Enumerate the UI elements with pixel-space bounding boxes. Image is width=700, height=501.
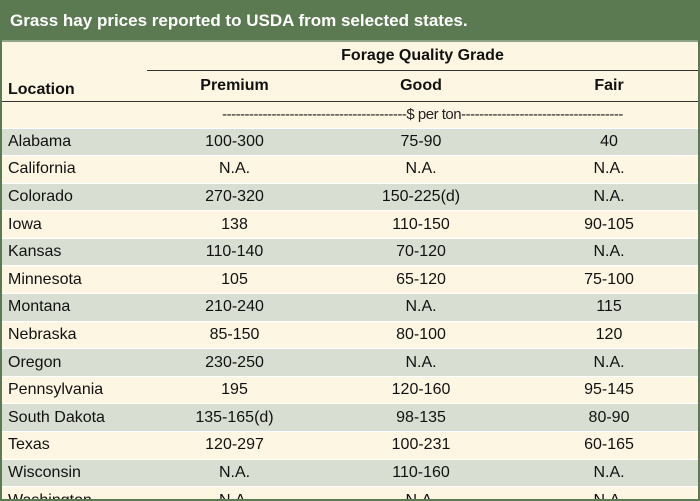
table-row: Alabama 100-300 75-90 40 <box>2 127 698 156</box>
table-row: Montana 210-240 N.A. 115 <box>2 293 698 322</box>
state-cell: Wisconsin <box>2 458 147 487</box>
fair-price-cell: N.A. <box>520 155 698 184</box>
fair-price-cell: 95-145 <box>520 375 698 404</box>
state-cell: Kansas <box>2 237 147 266</box>
premium-price-cell: 85-150 <box>147 320 322 349</box>
good-price-cell: 80-100 <box>322 320 520 349</box>
empty-corner-cell <box>2 42 147 71</box>
premium-price-cell: 230-250 <box>147 348 322 377</box>
state-cell: Minnesota <box>2 265 147 294</box>
fair-price-cell: 115 <box>520 293 698 322</box>
good-price-cell: 110-160 <box>322 458 520 487</box>
column-header-row: Location Premium Good Fair <box>2 71 698 101</box>
fair-price-cell: 60-165 <box>520 431 698 460</box>
fair-price-cell: N.A. <box>520 458 698 487</box>
table-row: Nebraska 85-150 80-100 120 <box>2 320 698 349</box>
premium-price-cell: N.A. <box>147 155 322 184</box>
good-price-cell: N.A. <box>322 486 520 499</box>
unit-row: ----------------------------------------… <box>2 101 698 128</box>
fair-price-cell: N.A. <box>520 348 698 377</box>
premium-price-cell: 105 <box>147 265 322 294</box>
table-row: Iowa 138 110-150 90-105 <box>2 210 698 239</box>
empty-unit-cell <box>2 101 147 128</box>
premium-price-cell: 270-320 <box>147 182 322 211</box>
table-row: Colorado 270-320 150-225(d) N.A. <box>2 182 698 211</box>
table-row: Wisconsin N.A. 110-160 N.A. <box>2 458 698 487</box>
good-price-cell: 120-160 <box>322 375 520 404</box>
good-price-cell: 98-135 <box>322 403 520 432</box>
state-cell: Washington <box>2 486 147 499</box>
forage-quality-grade-header: Forage Quality Grade <box>147 42 698 71</box>
good-price-cell: N.A. <box>322 155 520 184</box>
fair-price-cell: 40 <box>520 127 698 156</box>
premium-header: Premium <box>200 76 269 94</box>
good-price-cell: 75-90 <box>322 127 520 156</box>
good-price-cell: N.A. <box>322 293 520 322</box>
group-header-row: Forage Quality Grade <box>2 42 698 71</box>
table-row: Pennsylvania 195 120-160 95-145 <box>2 375 698 404</box>
state-cell: Texas <box>2 431 147 460</box>
fair-price-cell: 75-100 <box>520 265 698 294</box>
premium-price-cell: 120-297 <box>147 431 322 460</box>
state-cell: Pennsylvania <box>2 375 147 404</box>
state-cell: Colorado <box>2 182 147 211</box>
fair-price-cell: N.A. <box>520 182 698 211</box>
state-cell: Alabama <box>2 127 147 156</box>
premium-price-cell: 135-165(d) <box>147 403 322 432</box>
table-row: Minnesota 105 65-120 75-100 <box>2 265 698 294</box>
fair-price-cell: N.A. <box>520 237 698 266</box>
location-header: Location <box>8 80 75 98</box>
fair-price-cell: 90-105 <box>520 210 698 239</box>
fair-header: Fair <box>594 76 624 94</box>
good-price-cell: 150-225(d) <box>322 182 520 211</box>
table-row: Washington N.A. N.A. N.A. <box>2 486 698 499</box>
premium-price-cell: 100-300 <box>147 127 322 156</box>
good-header: Good <box>400 76 442 94</box>
premium-price-cell: 110-140 <box>147 237 322 266</box>
table-title: Grass hay prices reported to USDA from s… <box>2 2 698 42</box>
fair-price-cell: N.A. <box>520 486 698 499</box>
premium-price-cell: N.A. <box>147 458 322 487</box>
good-price-cell: 110-150 <box>322 210 520 239</box>
fair-price-cell: 120 <box>520 320 698 349</box>
good-price-cell: 100-231 <box>322 431 520 460</box>
fair-price-cell: 80-90 <box>520 403 698 432</box>
state-cell: California <box>2 155 147 184</box>
table-row: Texas 120-297 100-231 60-165 <box>2 431 698 460</box>
table-row: Oregon 230-250 N.A. N.A. <box>2 348 698 377</box>
table-row: California N.A. N.A. N.A. <box>2 155 698 184</box>
state-cell: Iowa <box>2 210 147 239</box>
good-price-cell: 70-120 <box>322 237 520 266</box>
premium-price-cell: 138 <box>147 210 322 239</box>
unit-label: ----------------------------------------… <box>222 106 623 123</box>
table-row: South Dakota 135-165(d) 98-135 80-90 <box>2 403 698 432</box>
state-cell: Montana <box>2 293 147 322</box>
premium-price-cell: N.A. <box>147 486 322 499</box>
table-row: Kansas 110-140 70-120 N.A. <box>2 237 698 266</box>
state-cell: Nebraska <box>2 320 147 349</box>
premium-price-cell: 195 <box>147 375 322 404</box>
state-cell: Oregon <box>2 348 147 377</box>
premium-price-cell: 210-240 <box>147 293 322 322</box>
price-table: Forage Quality Grade Location Premium Go… <box>2 42 698 499</box>
good-price-cell: 65-120 <box>322 265 520 294</box>
good-price-cell: N.A. <box>322 348 520 377</box>
state-cell: South Dakota <box>2 403 147 432</box>
